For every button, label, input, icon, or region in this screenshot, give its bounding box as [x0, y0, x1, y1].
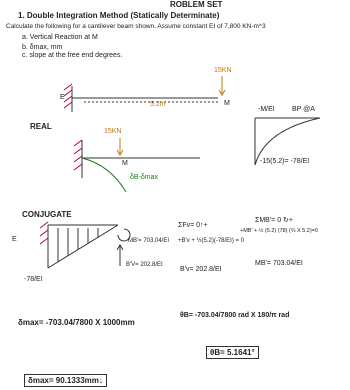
answer: δmax= 90.1333mm↓: [24, 374, 107, 387]
heading: REAL: [30, 122, 52, 131]
label: M: [122, 160, 128, 167]
label: 15KN: [104, 128, 122, 135]
equation: +MB' + ½ (5.2) (78) (⅔ X 5.2)=0: [240, 228, 318, 234]
label: δB-δmax: [130, 174, 159, 181]
equation: ΣFv= 0↑+: [178, 222, 208, 229]
label: 5.2m: [150, 101, 166, 108]
label: -78/EI: [24, 276, 43, 283]
statement: Calculate the following for a cantilever…: [6, 23, 266, 30]
equation: θB= -703.04/7800 rad X 180/π rad: [180, 312, 290, 319]
equation: B'v= 202.8/EI: [180, 266, 222, 273]
item: b. δmax, mm: [22, 44, 63, 51]
label: M: [224, 100, 230, 107]
equation: MB'= 703.04/EI: [255, 260, 303, 267]
label: -M/EI: [258, 106, 275, 113]
equation: ΣMB'= 0 ↻+: [255, 217, 293, 224]
title: ROBLEM SET: [170, 0, 223, 9]
label: MB'= 703.04/EI: [128, 238, 170, 244]
label: 15KN: [214, 67, 232, 74]
label: B'V= 202.8/EI: [126, 262, 163, 268]
problem: 1. Double Integration Method (Statically…: [18, 11, 220, 20]
label: BP @A: [292, 106, 315, 113]
equation: +B'v + ½(5.2)(-78/EI) = 0: [178, 238, 245, 244]
item: c. slope at the free end degrees.: [22, 52, 123, 59]
label: -15(5.2)= -78/EI: [260, 158, 310, 165]
item: a. Vertical Reaction at M: [22, 34, 98, 41]
label: E: [60, 94, 65, 101]
answer: θB= 5.1641°: [206, 346, 259, 359]
heading: CONJUGATE: [22, 210, 72, 219]
equation: δmax= -703.04/7800 X 1000mm: [18, 318, 135, 327]
label: E: [12, 236, 17, 243]
